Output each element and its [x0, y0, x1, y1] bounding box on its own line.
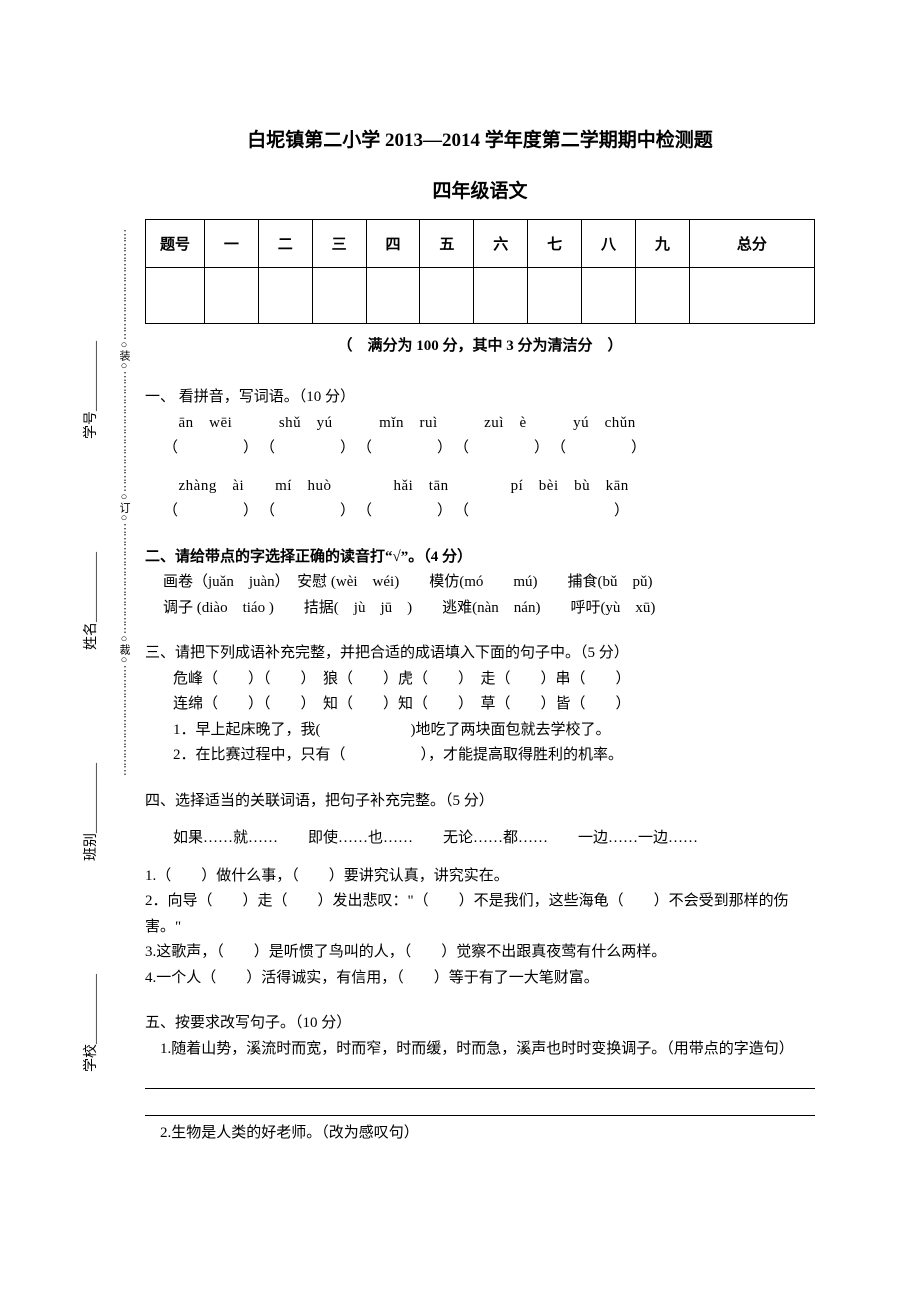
s1-row1-blanks: （ ） （ ） （ ） （ ） （ ） [145, 436, 815, 462]
score-cell [689, 268, 814, 324]
page-subtitle: 四年级语文 [145, 176, 815, 203]
score-col-1: 一 [204, 220, 258, 268]
s4-line4: 4.一个人（ ）活得诚实，有信用，（ ）等于有了一大笔财富。 [145, 966, 815, 992]
section-2: 二、请给带点的字选择正确的读音打“√”。（4 分） 画卷（juǎn juàn） … [145, 545, 815, 622]
answer-line [145, 1067, 815, 1089]
s4-line1: 1.（ ）做什么事，（ ）要讲究认真，讲究实在。 [145, 864, 815, 890]
s4-line3: 3.这歌声，（ ）是听惯了鸟叫的人，（ ）觉察不出跟真夜莺有什么两样。 [145, 940, 815, 966]
s3-line2: 连绵（ ）（ ） 知（ ）知（ ） 草（ ）皆（ ） [145, 692, 815, 718]
s3-line3: 1．早上起床晚了，我( )地吃了两块面包就去学校了。 [145, 718, 815, 744]
section-2-title: 二、请给带点的字选择正确的读音打“√”。（4 分） [145, 545, 815, 571]
score-cell [528, 268, 582, 324]
section-4-title: 四、选择适当的关联词语，把句子补充完整。（5 分） [145, 789, 815, 815]
score-table-rowlabel: 题号 [146, 220, 205, 268]
score-cell [258, 268, 312, 324]
s2-line1: 画卷（juǎn juàn） 安慰 (wèi wéi) 模仿(mó mú) 捕食(… [145, 570, 815, 596]
score-col-8: 八 [582, 220, 636, 268]
score-col-total: 总分 [689, 220, 814, 268]
page-title: 白坭镇第二小学 2013—2014 学年度第二学期期中检测题 [145, 125, 815, 152]
score-cell [312, 268, 366, 324]
s1-row1-pinyin: ān wēi shǔ yú mǐn ruì zuì è yú chǔn [145, 411, 815, 437]
spacer [145, 814, 815, 826]
spacer [145, 852, 815, 864]
s2-line2: 调子 (diào tiáo ) 拮据( jù jū ) 逃难(nàn nán) … [145, 596, 815, 622]
section-4: 四、选择适当的关联词语，把句子补充完整。（5 分） 如果……就…… 即使……也…… [145, 789, 815, 992]
score-cell [366, 268, 420, 324]
s3-line1: 危峰（ ）（ ） 狼（ ）虎（ ） 走（ ）串（ ） [145, 667, 815, 693]
section-5-title: 五、按要求改写句子。（10 分） [145, 1011, 815, 1037]
s5-line2: 2.生物是人类的好老师。（改为感叹句） [145, 1121, 815, 1147]
s1-row2-pinyin: zhàng ài mí huò hǎi tān pí bèi bù kān [145, 474, 815, 500]
section-3-title: 三、请把下列成语补充完整，并把合适的成语填入下面的句子中。（5 分） [145, 641, 815, 667]
score-col-6: 六 [474, 220, 528, 268]
exam-page: 白坭镇第二小学 2013—2014 学年度第二学期期中检测题 四年级语文 题号 … [0, 0, 920, 1147]
score-cell [204, 268, 258, 324]
score-col-5: 五 [420, 220, 474, 268]
answer-line [145, 1094, 815, 1116]
section-3: 三、请把下列成语补充完整，并把合适的成语填入下面的句子中。（5 分） 危峰（ ）… [145, 641, 815, 769]
score-table: 题号 一 二 三 四 五 六 七 八 九 总分 [145, 219, 815, 324]
score-col-3: 三 [312, 220, 366, 268]
score-col-9: 九 [635, 220, 689, 268]
score-cell [420, 268, 474, 324]
score-table-blank-row [146, 268, 815, 324]
s3-line4: 2．在比赛过程中，只有（ ），才能提高取得胜利的机率。 [145, 743, 815, 769]
score-col-2: 二 [258, 220, 312, 268]
score-cell [582, 268, 636, 324]
score-col-7: 七 [528, 220, 582, 268]
s1-row2-blanks: （ ） （ ） （ ） （ ） [145, 499, 815, 525]
s5-line1: 1.随着山势，溪流时而宽，时而窄，时而缓，时而急，溪声也时时变换调子。（用带点的… [145, 1037, 815, 1063]
score-col-4: 四 [366, 220, 420, 268]
score-cell [635, 268, 689, 324]
score-cell [146, 268, 205, 324]
s4-options: 如果……就…… 即使……也…… 无论……都…… 一边……一边…… [145, 826, 815, 852]
exam-content: 一、 看拼音，写词语。（10 分） ān wēi shǔ yú mǐn ruì … [145, 385, 815, 1147]
s4-line2: 2．向导（ ）走（ ）发出悲叹："（ ）不是我们，这些海龟（ ）不会受到那样的伤… [145, 889, 815, 940]
spacer [145, 462, 815, 474]
section-5: 五、按要求改写句子。（10 分） 1.随着山势，溪流时而宽，时而窄，时而缓，时而… [145, 1011, 815, 1147]
score-cell [474, 268, 528, 324]
score-caption: （ 满分为 100 分，其中 3 分为清洁分 ） [145, 334, 815, 355]
score-table-header-row: 题号 一 二 三 四 五 六 七 八 九 总分 [146, 220, 815, 268]
section-1: 一、 看拼音，写词语。（10 分） ān wēi shǔ yú mǐn ruì … [145, 385, 815, 525]
section-1-title: 一、 看拼音，写词语。（10 分） [145, 385, 815, 411]
